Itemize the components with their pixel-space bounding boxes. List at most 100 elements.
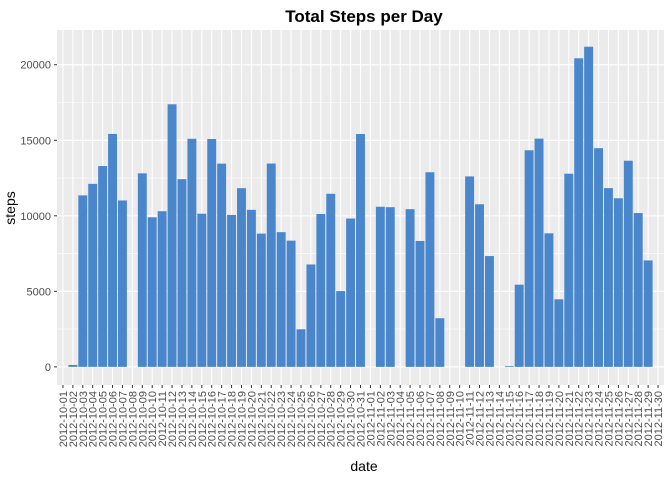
- x-tick-label: 2012-11-21: [564, 391, 576, 446]
- bar: [98, 166, 108, 367]
- x-tick-label: 2012-11-28: [633, 391, 645, 446]
- bar: [346, 218, 356, 367]
- bar: [108, 133, 118, 367]
- bar: [564, 173, 574, 367]
- x-tick-label: 2012-10-17: [217, 391, 229, 447]
- x-tick-label: 2012-11-22: [574, 391, 586, 446]
- bar: [385, 207, 395, 367]
- x-tick-label: 2012-10-28: [326, 391, 338, 447]
- x-tick-label: 2012-10-07: [117, 391, 129, 447]
- bar: [147, 217, 157, 367]
- bar: [336, 291, 346, 367]
- bar: [197, 213, 207, 367]
- x-tick-label: 2012-11-24: [594, 391, 606, 446]
- x-tick-label: 2012-10-26: [306, 391, 318, 447]
- bar: [554, 299, 564, 367]
- bar: [217, 163, 227, 367]
- x-tick-label: 2012-11-16: [514, 391, 526, 446]
- bar: [623, 160, 633, 367]
- x-tick-label: 2012-11-07: [425, 391, 437, 446]
- bar: [643, 260, 653, 367]
- x-tick-label: 2012-10-24: [286, 391, 298, 447]
- x-tick-label: 2012-11-10: [455, 391, 467, 446]
- x-tick-label: 2012-10-12: [167, 391, 179, 447]
- bar: [504, 366, 514, 368]
- x-tick-label: 2012-10-31: [356, 391, 368, 447]
- bar: [326, 193, 336, 367]
- x-tick-label: 2012-11-25: [603, 391, 615, 446]
- x-tick-label: 2012-11-29: [643, 391, 655, 446]
- x-tick-label: 2012-10-25: [296, 391, 308, 447]
- bar: [584, 46, 594, 367]
- x-tick-label: 2012-10-01: [58, 391, 70, 447]
- x-tick-label: 2012-11-20: [554, 391, 566, 446]
- bar: [177, 179, 187, 367]
- x-tick-label: 2012-10-11: [157, 391, 169, 446]
- x-tick-label: 2012-10-29: [336, 391, 348, 447]
- bar: [296, 329, 306, 367]
- bar: [514, 284, 524, 367]
- bar: [475, 204, 484, 367]
- bar: [88, 183, 98, 367]
- bar: [316, 214, 326, 367]
- bars: [68, 46, 653, 368]
- bar: [524, 150, 534, 367]
- x-tick-label: 2012-10-03: [78, 391, 90, 447]
- x-tick-label: 2012-10-15: [197, 391, 209, 447]
- x-tick-label: 2012-11-03: [385, 391, 397, 446]
- x-tick-label: 2012-11-02: [375, 391, 387, 446]
- x-tick-label: 2012-11-09: [445, 391, 457, 446]
- x-tick-label: 2012-11-12: [475, 391, 487, 446]
- bar: [167, 104, 177, 367]
- y-tick-label: 15000: [20, 135, 51, 147]
- x-tick-label: 2012-11-30: [653, 391, 665, 446]
- bar: [415, 240, 425, 367]
- x-tick-label: 2012-11-15: [504, 391, 516, 446]
- bar: [633, 213, 643, 367]
- bar: [484, 256, 494, 367]
- x-tick-label: 2012-11-18: [534, 391, 546, 446]
- bar: [425, 172, 435, 367]
- y-tick-label: 0: [45, 362, 51, 374]
- x-tick-label: 2012-11-14: [494, 391, 506, 446]
- bar: [157, 211, 167, 367]
- x-tick-label: 2012-10-02: [68, 391, 80, 447]
- x-tick-label: 2012-10-04: [88, 391, 100, 447]
- bar: [544, 233, 554, 367]
- y-axis-title: steps: [2, 191, 18, 224]
- y-tick-label: 20000: [20, 60, 51, 72]
- x-tick-label: 2012-10-20: [246, 391, 258, 447]
- x-axis: 2012-10-012012-10-022012-10-032012-10-04…: [58, 385, 665, 447]
- bar: [237, 188, 246, 367]
- x-tick-label: 2012-11-26: [613, 391, 625, 446]
- y-axis: 0 5000 10000 15000 20000: [20, 60, 57, 374]
- x-tick-label: 2012-11-01: [365, 391, 377, 446]
- bar: [137, 173, 147, 367]
- bar: [207, 139, 217, 367]
- x-tick-label: 2012-11-05: [405, 391, 417, 446]
- x-tick-label: 2012-10-16: [207, 391, 219, 447]
- bar: [594, 148, 604, 367]
- x-tick-label: 2012-10-19: [236, 391, 248, 447]
- chart-title: Total Steps per Day: [285, 7, 443, 26]
- x-tick-label: 2012-10-18: [227, 391, 239, 447]
- x-tick-label: 2012-10-23: [276, 391, 288, 447]
- bar: [246, 209, 256, 367]
- x-tick-label: 2012-10-10: [147, 391, 159, 447]
- bar: [306, 264, 316, 367]
- x-tick-label: 2012-11-19: [544, 391, 556, 446]
- x-tick-label: 2012-10-27: [316, 391, 328, 447]
- bar: [276, 232, 286, 367]
- x-tick-label: 2012-11-17: [524, 391, 536, 446]
- bar: [375, 206, 385, 367]
- y-tick-label: 5000: [27, 286, 51, 298]
- bar: [574, 58, 584, 367]
- x-tick-label: 2012-10-14: [187, 391, 199, 447]
- bar: [256, 233, 266, 367]
- x-tick-label: 2012-11-23: [584, 391, 596, 446]
- y-tick-label: 10000: [20, 211, 51, 223]
- x-tick-label: 2012-11-13: [484, 391, 496, 446]
- bar: [187, 138, 197, 367]
- bar: [603, 188, 613, 367]
